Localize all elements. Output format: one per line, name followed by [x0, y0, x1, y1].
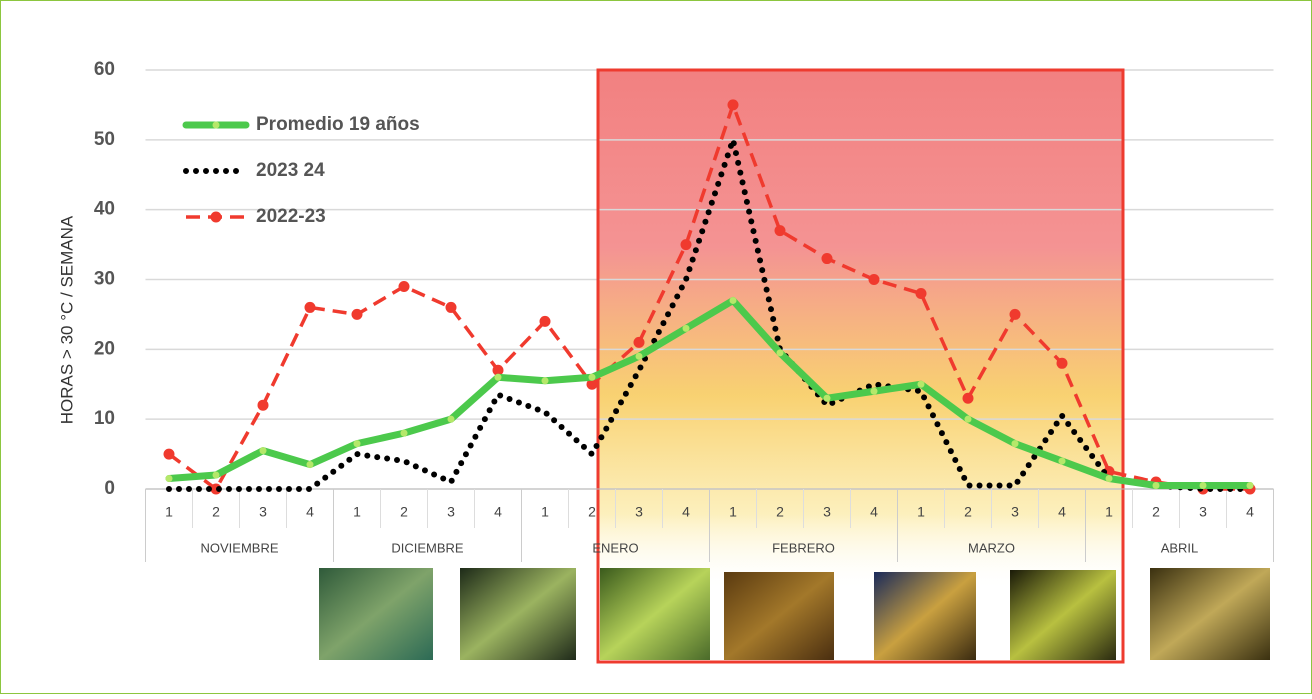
point	[963, 393, 974, 404]
point	[1057, 358, 1068, 369]
point	[448, 416, 455, 423]
images	[319, 568, 1270, 660]
x-tick-label: 1	[165, 504, 173, 520]
legend-marker	[213, 122, 220, 129]
point	[260, 447, 267, 454]
point	[258, 400, 269, 411]
group-label: MARZO	[968, 540, 1015, 555]
point	[213, 472, 220, 479]
y-tick-label: 60	[94, 59, 115, 80]
x-tick-label: 4	[870, 504, 878, 520]
point	[824, 395, 831, 402]
point	[540, 316, 551, 327]
image	[600, 568, 710, 660]
group-label: FEBRERO	[772, 540, 835, 555]
point	[728, 99, 739, 110]
x-tick-label: 3	[635, 504, 643, 520]
point	[354, 440, 361, 447]
point	[634, 337, 645, 348]
point	[869, 274, 880, 285]
point	[542, 377, 549, 384]
legend-marker	[211, 212, 222, 223]
point	[164, 449, 175, 460]
image	[319, 568, 433, 660]
group-label: NOVIEMBRE	[200, 540, 278, 555]
y-tick-label: 30	[94, 269, 115, 290]
point	[871, 388, 878, 395]
legend-label: 2022-23	[256, 206, 326, 227]
x-tick-label: 3	[1011, 504, 1019, 520]
image	[1010, 570, 1116, 660]
x-tick-label: 4	[306, 504, 314, 520]
x-tick-label: 1	[1105, 504, 1113, 520]
point	[399, 281, 410, 292]
point	[777, 349, 784, 356]
x-tick-label: 2	[1152, 504, 1160, 520]
x-tick-label: 1	[729, 504, 737, 520]
x-tick-label: 3	[1199, 504, 1207, 520]
point	[822, 253, 833, 264]
image	[724, 572, 834, 660]
point	[1059, 458, 1066, 465]
x-tick-label: 4	[494, 504, 502, 520]
point	[307, 461, 314, 468]
x-tick-label: 1	[353, 504, 361, 520]
point	[401, 430, 408, 437]
y-tick-label: 0	[104, 478, 115, 499]
legend-label: 2023 24	[256, 160, 325, 181]
y-axis-label: HORAS > 30 °C / SEMANA	[57, 215, 76, 424]
point	[636, 353, 643, 360]
x-tick-label: 2	[776, 504, 784, 520]
image	[1150, 568, 1270, 660]
point	[1010, 309, 1021, 320]
point	[589, 374, 596, 381]
y-tick-label: 40	[94, 199, 115, 220]
point	[1012, 440, 1019, 447]
x-tick-label: 3	[447, 504, 455, 520]
x-tick-label: 2	[588, 504, 596, 520]
point	[916, 288, 927, 299]
point	[775, 225, 786, 236]
group-label: ENERO	[592, 540, 638, 555]
x-tick-label: 2	[400, 504, 408, 520]
y-tick-label: 10	[94, 408, 115, 429]
point	[730, 297, 737, 304]
image	[460, 568, 576, 660]
x-tick-label: 4	[1058, 504, 1066, 520]
y-tick-label: 20	[94, 338, 115, 359]
group-label: DICIEMBRE	[391, 540, 464, 555]
x-tick-label: 3	[823, 504, 831, 520]
point	[1247, 482, 1254, 489]
point	[1153, 482, 1160, 489]
x-tick-label: 1	[917, 504, 925, 520]
point	[1106, 475, 1113, 482]
legend-label: Promedio 19 años	[256, 114, 420, 135]
point	[166, 475, 173, 482]
point	[965, 416, 972, 423]
point	[683, 325, 690, 332]
point	[305, 302, 316, 313]
x-tick-label: 1	[541, 504, 549, 520]
x-tick-label: 3	[259, 504, 267, 520]
x-tick-label: 4	[682, 504, 690, 520]
chart: HORAS > 30 °C / SEMANA 0 10 20 30 40 50 60 1 2 3 4…	[0, 0, 1312, 694]
x-tick-label: 4	[1246, 504, 1254, 520]
point	[352, 309, 363, 320]
point	[1200, 482, 1207, 489]
image	[874, 572, 976, 660]
group-label: ABRIL	[1161, 540, 1199, 555]
y-tick-label: 50	[94, 129, 115, 150]
x-tick-label: 2	[212, 504, 220, 520]
point	[446, 302, 457, 313]
point	[495, 374, 502, 381]
x-tick-label: 2	[964, 504, 972, 520]
point	[918, 381, 925, 388]
point	[681, 239, 692, 250]
